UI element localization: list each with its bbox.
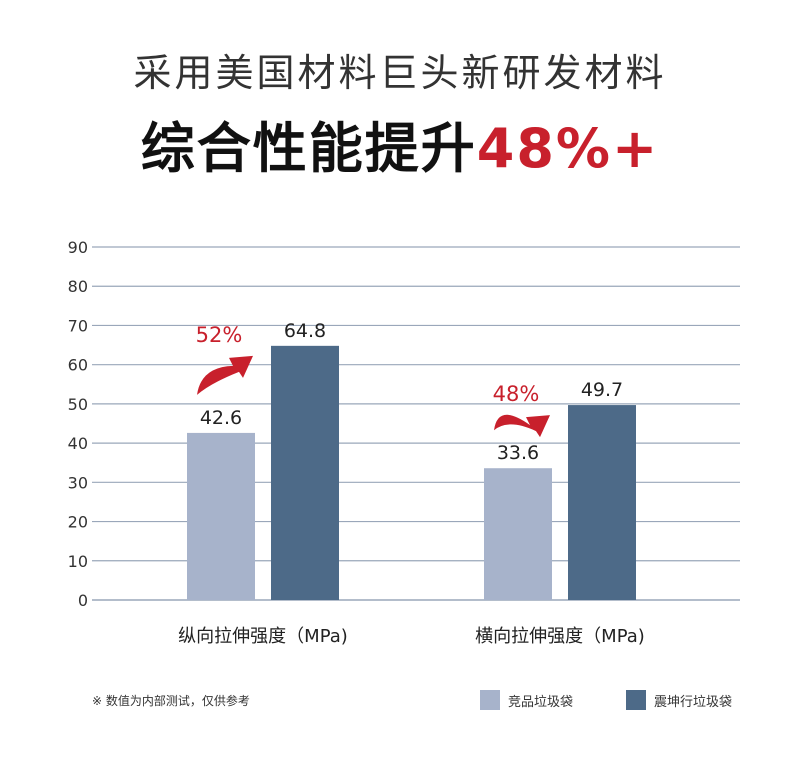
legend-swatch-brand [626, 690, 646, 710]
legend-swatch-competitor [480, 690, 500, 710]
legend-item-brand: 震坤行垃圾袋 [626, 690, 732, 710]
bar-competitor [484, 468, 552, 600]
bar-chart: 0 10 20 30 40 50 60 70 80 90 42.6 64.8 纵向拉伸强度（MPa) 52… [68, 238, 740, 647]
improvement-arrow-icon [197, 355, 253, 395]
y-tick-label: 0 [78, 591, 88, 610]
page-subtitle: 采用美国材料巨头新研发材料 [133, 51, 667, 95]
legend-item-competitor: 竞品垃圾袋 [480, 690, 573, 710]
bar-brand [568, 405, 636, 600]
bar-competitor [187, 432, 255, 600]
footnote: ※ 数值为内部测试，仅供参考 [92, 694, 250, 708]
bar-value-label: 49.7 [581, 379, 623, 401]
page-title: 综合性能提升48%+ [0, 104, 800, 183]
improvement-label: 48% [493, 382, 540, 406]
y-tick-label: 80 [68, 277, 88, 296]
bar-value-label: 33.6 [497, 442, 539, 464]
y-tick-label: 10 [68, 552, 88, 571]
legend-label-brand: 震坤行垃圾袋 [654, 694, 733, 710]
bar-value-label: 64.8 [284, 320, 326, 342]
y-tick-label: 20 [68, 513, 88, 532]
improvement-arrow-icon [494, 414, 550, 438]
bar-brand [271, 345, 339, 600]
y-tick-label: 50 [68, 395, 88, 414]
title-main: 综合性能提升 [140, 117, 477, 180]
bar-value-label: 42.6 [200, 407, 242, 429]
legend-label-competitor: 竞品垃圾袋 [508, 694, 574, 710]
y-tick-label: 70 [68, 316, 88, 335]
improvement-label: 52% [196, 323, 243, 347]
title-accent: 48%+ [476, 117, 660, 180]
y-tick-label: 90 [68, 238, 88, 257]
y-tick-label: 60 [68, 356, 88, 375]
y-tick-label: 40 [68, 434, 88, 453]
y-tick-label: 30 [68, 473, 88, 492]
x-category-label: 纵向拉伸强度（MPa) [178, 626, 348, 647]
x-category-label: 横向拉伸强度（MPa) [475, 626, 645, 647]
